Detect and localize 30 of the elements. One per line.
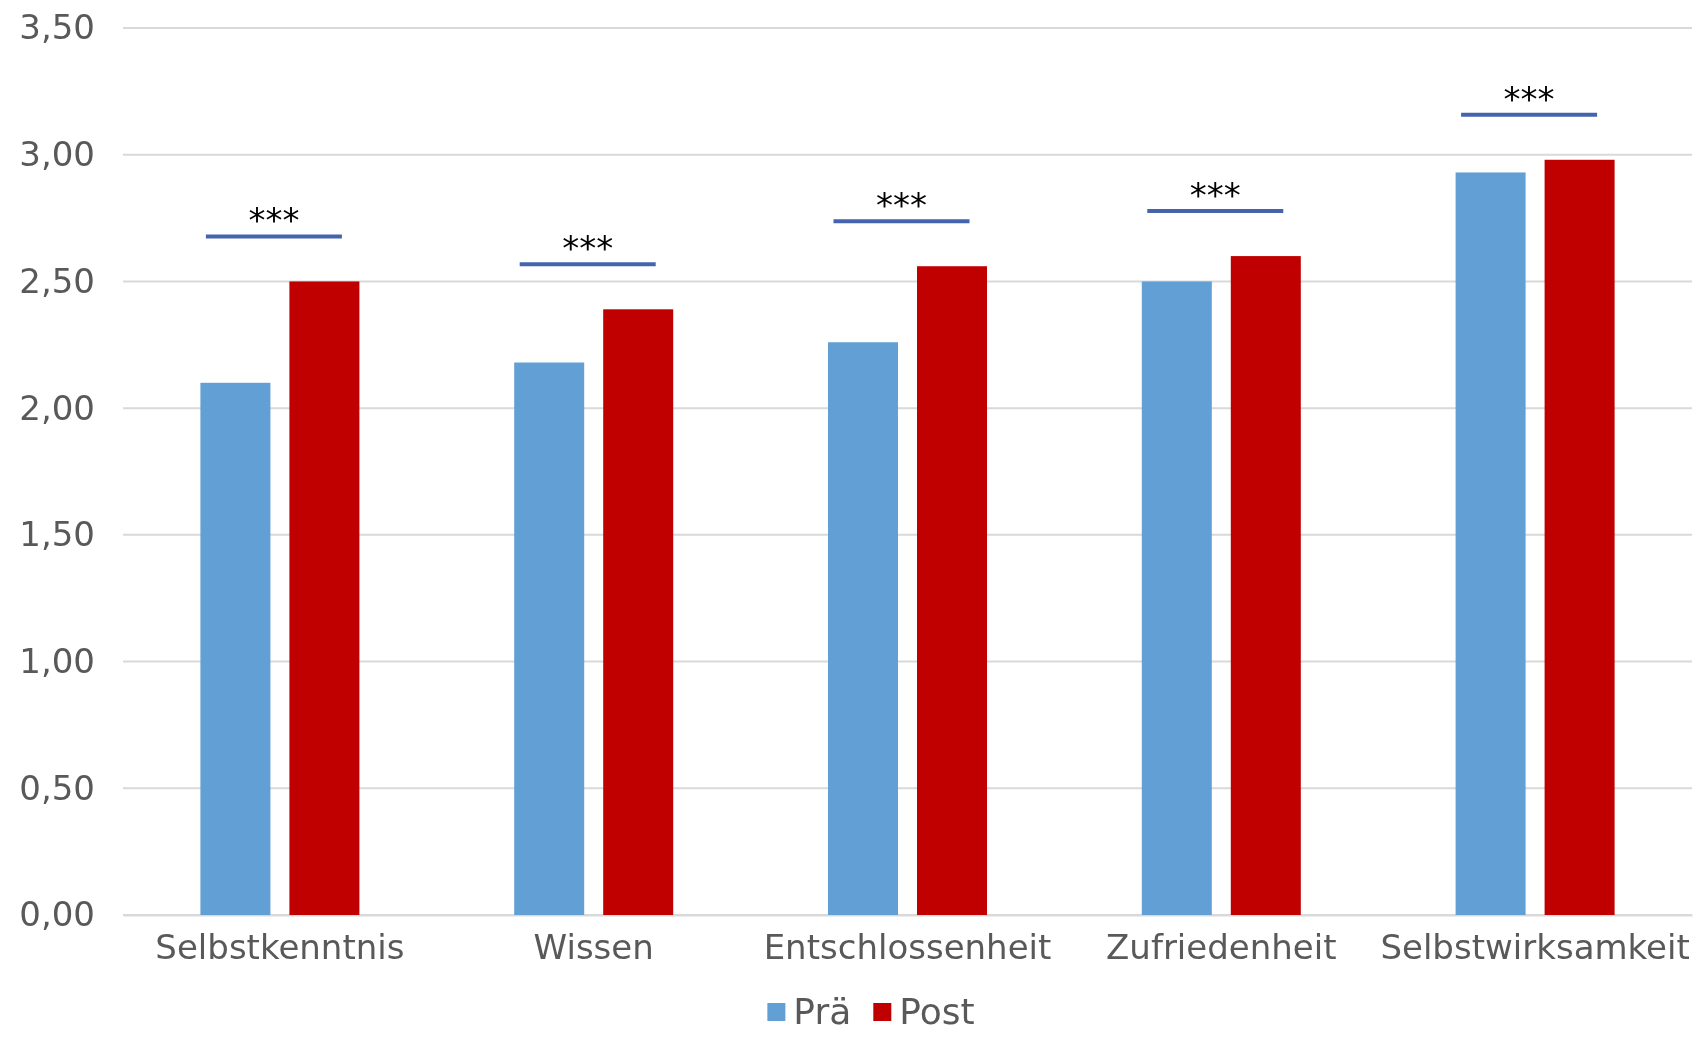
bar [828,342,898,915]
annotation: *** [1503,78,1555,119]
y-tick-label: 2,50 [19,260,95,301]
bar [289,281,360,915]
bar [200,382,271,915]
bar [603,309,674,915]
annotation: *** [248,200,300,241]
y-tick-label: 3,50 [19,7,95,48]
x-tick-label: Entschlossenheit [763,927,1052,968]
legend-label: Post [899,991,975,1032]
bar [1230,256,1301,915]
y-tick-label: 0,50 [19,767,95,808]
x-tick-label: Selbstkenntnis [155,927,405,968]
annotation: *** [562,228,614,269]
annotation: *** [876,185,927,226]
y-tick-label: 0,00 [19,894,95,935]
legend-label: Prä [793,991,852,1032]
bar [1455,172,1526,915]
y-tick-label: 2,00 [19,387,95,428]
y-tick-label: 1,50 [19,514,95,555]
x-tick-label: Zufriedenheit [1106,927,1337,968]
y-tick-label: 3,00 [19,134,95,175]
bar [1141,281,1212,915]
y-tick-label: 1,00 [19,640,95,681]
x-tick-label: Selbstwirksamkeit [1380,927,1690,968]
bar [1544,159,1615,915]
bar [514,362,585,915]
x-tick-label: Wissen [533,927,654,968]
annotation: *** [1189,175,1241,216]
bar [917,266,987,915]
